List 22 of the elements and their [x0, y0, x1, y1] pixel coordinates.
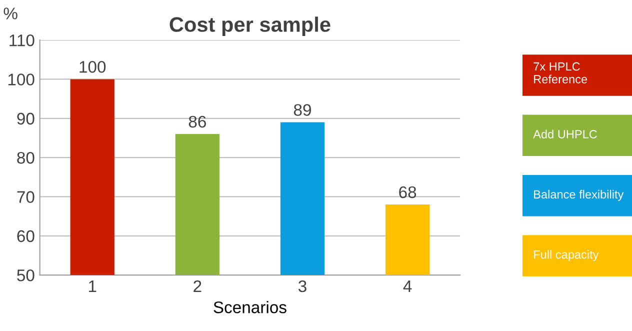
x-tick-label: 3 — [298, 280, 306, 292]
y-tick-label: 100 — [8, 74, 34, 86]
text: Balance flexibility — [534, 190, 624, 201]
text: Full capacity — [534, 250, 599, 262]
data-label: 86 — [188, 116, 206, 128]
data-label: 100 — [80, 60, 106, 73]
y-axis-title: % — [4, 8, 18, 20]
y-tick-label: 70 — [17, 191, 34, 203]
y-tick-label: 60 — [17, 230, 34, 242]
x-tick-label: 4 — [403, 280, 412, 292]
y-tick-label: 80 — [17, 152, 34, 164]
y-tick-label: 50 — [17, 269, 34, 282]
y-tick-label: 110 — [10, 34, 34, 46]
text: 7x HPLC Reference — [534, 62, 588, 84]
data-label: 68 — [399, 186, 416, 198]
x-tick-label: 1 — [88, 280, 96, 292]
chart-title: Cost per sample — [170, 16, 330, 36]
data-label: 89 — [294, 104, 311, 116]
x-axis-title: Scenarios — [214, 301, 286, 314]
text: Add UHPLC — [533, 130, 597, 138]
x-tick-label: 2 — [194, 280, 202, 292]
y-tick-label: 90 — [17, 112, 34, 125]
